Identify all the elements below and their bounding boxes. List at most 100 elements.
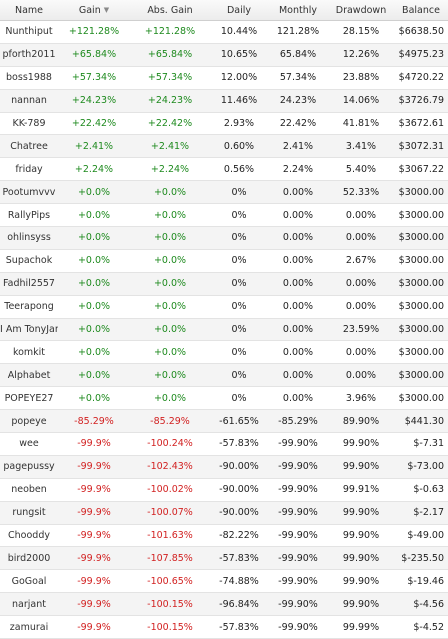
cell-name[interactable]: komkit [0,340,58,365]
cell-balance: $3000.00 [394,272,448,296]
cell-name[interactable]: zamurai [0,615,58,639]
column-header-balance[interactable]: Balance [394,0,448,21]
cell-name[interactable]: Fadhil2557 [0,272,58,296]
column-header-name[interactable]: Name [0,0,58,21]
table-row[interactable]: KK-789 +22.42% +22.42% 2.93% 22.42% 41.81% $36… [0,112,448,136]
cell-name[interactable]: pforth2011 [0,43,58,67]
cell-gain: +0.0% [58,249,130,273]
cell-abs-gain: +0.0% [130,203,210,228]
cell-name[interactable]: RallyPips [0,203,58,228]
table-row[interactable]: Chooddy -99.9% -101.63% -82.22% -99.90% 99.90… [0,524,448,548]
cell-gain: -99.9% [58,615,130,639]
cell-gain: +57.34% [58,66,130,90]
table-body: Nunthiput +121.28% +121.28% 10.44% 121.28% 28… [0,20,448,639]
cell-abs-gain: -100.24% [130,432,210,456]
cell-name[interactable]: narjant [0,592,58,617]
cell-monthly: 0.00% [268,180,328,205]
cell-name[interactable]: pagepussy [0,455,58,479]
cell-monthly: -99.90% [268,478,328,502]
cell-monthly: 2.41% [268,134,328,159]
column-header-monthly[interactable]: Monthly [268,0,328,21]
cell-gain: +24.23% [58,89,130,113]
table-row[interactable]: I Am TonyJar +0.0% +0.0% 0% 0.00% 23.59% $3000… [0,318,448,342]
cell-monthly: -99.90% [268,455,328,479]
table-row[interactable]: neoben -99.9% -100.02% -90.00% -99.90% 99.91%… [0,478,448,502]
table-row[interactable]: wee -99.9% -100.24% -57.83% -99.90% 99.90% $-7… [0,432,448,456]
cell-daily: 0% [210,272,268,296]
table-row[interactable]: rungsit -99.9% -100.07% -90.00% -99.90% 99.90… [0,501,448,525]
sort-down-icon[interactable]: ▼ [103,6,110,14]
cell-name[interactable]: POPEYE27 [0,386,58,411]
table-row[interactable]: POPEYE27 +0.0% +0.0% 0% 0.00% 3.96% $3000.00 [0,386,448,411]
cell-name[interactable]: GoGoal [0,569,58,594]
cell-name[interactable]: wee [0,432,58,456]
cell-name[interactable]: Nunthiput [0,20,58,44]
cell-name[interactable]: Supachok [0,249,58,273]
cell-daily: -90.00% [210,455,268,479]
cell-drawdown: 0.00% [328,340,394,365]
table-row[interactable]: zamurai -99.9% -100.15% -57.83% -99.90% 99.99… [0,615,448,639]
table-row[interactable]: RallyPips +0.0% +0.0% 0% 0.00% 0.00% $3000.00 [0,203,448,228]
table-row[interactable]: Teerapong +0.0% +0.0% 0% 0.00% 0.00% $3000.00 [0,295,448,319]
cell-name[interactable]: friday [0,157,58,182]
column-header-abs-gain-label: Abs. Gain [147,4,193,16]
cell-name[interactable]: popeye [0,409,58,434]
column-header-abs-gain[interactable]: Abs. Gain [130,0,210,21]
cell-balance: $3000.00 [394,203,448,228]
cell-balance: $-0.63 [394,478,448,502]
table-row[interactable]: Fadhil2557 +0.0% +0.0% 0% 0.00% 0.00% $3000.00 [0,272,448,296]
cell-name[interactable]: bird2000 [0,546,58,571]
table-row[interactable]: komkit +0.0% +0.0% 0% 0.00% 0.00% $3000.00 [0,340,448,365]
cell-daily: -74.88% [210,569,268,594]
cell-monthly: -99.90% [268,615,328,639]
column-header-daily[interactable]: Daily [210,0,268,21]
cell-name[interactable]: Alphabet [0,363,58,388]
cell-balance: $3000.00 [394,295,448,319]
column-header-drawdown[interactable]: Drawdown [328,0,394,21]
table-row[interactable]: pforth2011 +65.84% +65.84% 10.65% 65.84% 12.2… [0,43,448,67]
table-row[interactable]: nannan +24.23% +24.23% 11.46% 24.23% 14.06% $3… [0,89,448,113]
table-row[interactable]: narjant -99.9% -100.15% -96.84% -99.90% 99.90… [0,592,448,617]
cell-daily: -61.65% [210,409,268,434]
table-row[interactable]: bird2000 -99.9% -107.85% -57.83% -99.90% 99.9… [0,546,448,571]
column-header-balance-label: Balance [402,4,440,16]
cell-daily: 10.65% [210,43,268,67]
cell-name[interactable]: Chatree [0,134,58,159]
cell-drawdown: 99.90% [328,432,394,456]
cell-name[interactable]: Pootumvvv [0,180,58,205]
cell-name[interactable]: rungsit [0,501,58,525]
cell-abs-gain: +0.0% [130,363,210,388]
table-row[interactable]: Alphabet +0.0% +0.0% 0% 0.00% 0.00% $3000.00 [0,363,448,388]
cell-name[interactable]: I Am TonyJar [0,318,58,342]
column-header-gain[interactable]: Gain ▼ [58,0,130,21]
table-row[interactable]: Nunthiput +121.28% +121.28% 10.44% 121.28% 28… [0,20,448,44]
cell-abs-gain: -100.15% [130,592,210,617]
cell-name[interactable]: ohlinsyss [0,226,58,250]
table-row[interactable]: friday +2.24% +2.24% 0.56% 2.24% 5.40% $3067.2… [0,157,448,182]
cell-balance: $-4.52 [394,615,448,639]
cell-gain: +0.0% [58,363,130,388]
cell-name[interactable]: boss1988 [0,66,58,90]
cell-gain: +0.0% [58,318,130,342]
cell-daily: -90.00% [210,478,268,502]
table-row[interactable]: Chatree +2.41% +2.41% 0.60% 2.41% 3.41% $3072.… [0,134,448,159]
cell-balance: $3000.00 [394,340,448,365]
table-row[interactable]: Pootumvvv +0.0% +0.0% 0% 0.00% 52.33% $3000.00 [0,180,448,205]
column-header-gain-label: Gain [78,4,101,16]
cell-gain: +121.28% [58,20,130,44]
cell-balance: $441.30 [394,409,448,434]
cell-name[interactable]: Chooddy [0,524,58,548]
cell-name[interactable]: neoben [0,478,58,502]
cell-monthly: 0.00% [268,386,328,411]
table-row[interactable]: GoGoal -99.9% -100.65% -74.88% -99.90% 99.90%… [0,569,448,594]
cell-monthly: 24.23% [268,89,328,113]
table-row[interactable]: popeye -85.29% -85.29% -61.65% -85.29% 89.90%… [0,409,448,434]
table-row[interactable]: boss1988 +57.34% +57.34% 12.00% 57.34% 23.88%… [0,66,448,90]
cell-name[interactable]: nannan [0,89,58,113]
table-row[interactable]: Supachok +0.0% +0.0% 0% 0.00% 2.67% $3000.00 [0,249,448,273]
cell-balance: $3000.00 [394,363,448,388]
table-row[interactable]: pagepussy -99.9% -102.43% -90.00% -99.90% 99.… [0,455,448,479]
cell-name[interactable]: Teerapong [0,295,58,319]
cell-name[interactable]: KK-789 [0,112,58,136]
table-row[interactable]: ohlinsyss +0.0% +0.0% 0% 0.00% 0.00% $3000.00 [0,226,448,250]
